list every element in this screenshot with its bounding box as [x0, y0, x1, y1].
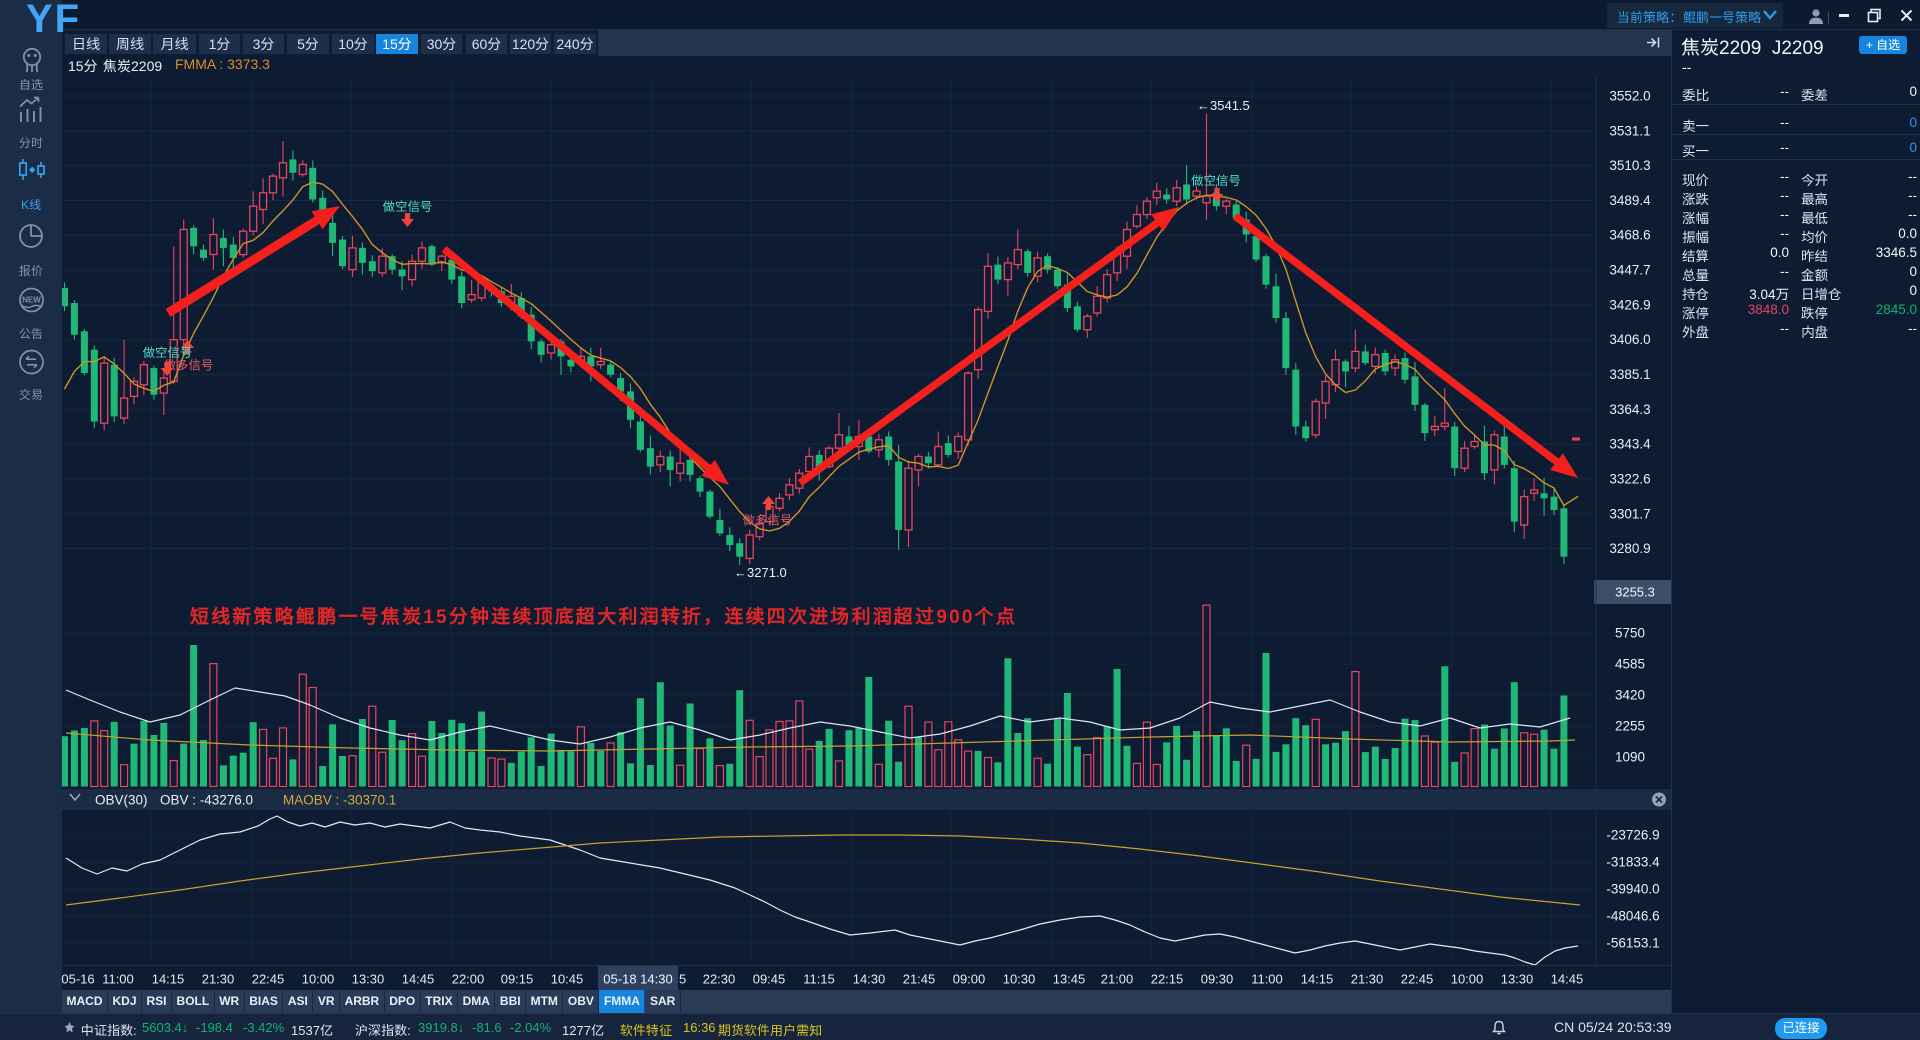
svg-text:3406.0: 3406.0 [1609, 332, 1650, 347]
svg-text:3343.4: 3343.4 [1609, 437, 1651, 452]
svg-text:3385.1: 3385.1 [1609, 367, 1650, 382]
svg-text:21:00: 21:00 [1101, 972, 1134, 987]
svg-text:3364.3: 3364.3 [1609, 402, 1650, 417]
svg-text:-23726.9: -23726.9 [1606, 828, 1659, 843]
svg-text:22:45: 22:45 [252, 972, 285, 987]
svg-text:-48046.6: -48046.6 [1606, 909, 1659, 924]
svg-text:做空信号: 做空信号 [1191, 174, 1241, 188]
svg-text:11:15: 11:15 [803, 972, 835, 987]
svg-text:14:45: 14:45 [402, 972, 435, 987]
svg-text:2255: 2255 [1615, 719, 1645, 734]
svg-text:3489.4: 3489.4 [1609, 193, 1651, 208]
svg-text:-56153.1: -56153.1 [1606, 936, 1659, 951]
svg-text:4585: 4585 [1615, 657, 1645, 672]
svg-text:←3271.0: ←3271.0 [734, 565, 787, 580]
svg-text:OBV(30): OBV(30) [95, 793, 148, 808]
svg-text:3531.1: 3531.1 [1609, 123, 1650, 138]
svg-text:09:15: 09:15 [501, 972, 534, 987]
svg-text:短线新策略鲲鹏一号焦炭15分钟连续顶底超大利润转折，连续四次: 短线新策略鲲鹏一号焦炭15分钟连续顶底超大利润转折，连续四次进场利润超过900个… [189, 606, 1017, 628]
svg-text:22:30: 22:30 [703, 972, 736, 987]
svg-text:14:15: 14:15 [152, 972, 185, 987]
svg-text:做空信号: 做空信号 [382, 200, 432, 214]
svg-text:22:00: 22:00 [452, 972, 485, 987]
svg-text:10:00: 10:00 [1451, 972, 1484, 987]
svg-text:3301.7: 3301.7 [1609, 506, 1650, 521]
svg-text:09:45: 09:45 [753, 972, 786, 987]
svg-text:3552.0: 3552.0 [1609, 89, 1650, 104]
svg-text:11:00: 11:00 [1251, 972, 1283, 987]
svg-text:3510.3: 3510.3 [1609, 158, 1650, 173]
svg-text:14:15: 14:15 [1301, 972, 1334, 987]
svg-text:10:45: 10:45 [551, 972, 584, 987]
svg-text:21:30: 21:30 [1351, 972, 1384, 987]
svg-text:3280.9: 3280.9 [1609, 541, 1650, 556]
svg-text:10:30: 10:30 [1003, 972, 1036, 987]
svg-text:13:30: 13:30 [352, 972, 385, 987]
svg-text:5: 5 [679, 972, 686, 987]
svg-text:OBV : -43276.0: OBV : -43276.0 [160, 793, 253, 808]
svg-text:05-18 14:30: 05-18 14:30 [603, 972, 672, 987]
svg-text:21:45: 21:45 [903, 972, 936, 987]
svg-text:3426.9: 3426.9 [1609, 297, 1650, 312]
svg-text:13:30: 13:30 [1501, 972, 1534, 987]
svg-text:21:30: 21:30 [202, 972, 235, 987]
svg-text:09:30: 09:30 [1201, 972, 1234, 987]
svg-text:09:00: 09:00 [953, 972, 986, 987]
svg-text:MAOBV : -30370.1: MAOBV : -30370.1 [283, 793, 396, 808]
svg-text:3447.7: 3447.7 [1609, 263, 1650, 278]
svg-text:-39940.0: -39940.0 [1606, 882, 1659, 897]
svg-text:做空信号: 做空信号 [142, 346, 192, 360]
svg-text:3255.3: 3255.3 [1615, 585, 1655, 600]
svg-text:1090: 1090 [1615, 750, 1645, 765]
svg-text:14:45: 14:45 [1551, 972, 1584, 987]
svg-text:22:45: 22:45 [1401, 972, 1434, 987]
svg-text:13:45: 13:45 [1053, 972, 1086, 987]
svg-text:-31833.4: -31833.4 [1606, 855, 1660, 870]
svg-text:14:30: 14:30 [853, 972, 886, 987]
svg-text:11:00: 11:00 [102, 972, 134, 987]
svg-text:22:15: 22:15 [1151, 972, 1184, 987]
svg-text:3322.6: 3322.6 [1609, 471, 1650, 486]
svg-text:05-16: 05-16 [62, 972, 95, 987]
svg-text:做多信号: 做多信号 [742, 514, 792, 528]
svg-text:3468.6: 3468.6 [1609, 228, 1650, 243]
svg-text:10:00: 10:00 [302, 972, 335, 987]
svg-text:3420: 3420 [1615, 688, 1645, 703]
svg-text:做多信号: 做多信号 [163, 359, 213, 373]
svg-text:←3541.5: ←3541.5 [1197, 98, 1250, 113]
svg-text:NEW: NEW [22, 296, 41, 305]
svg-text:5750: 5750 [1615, 626, 1645, 641]
